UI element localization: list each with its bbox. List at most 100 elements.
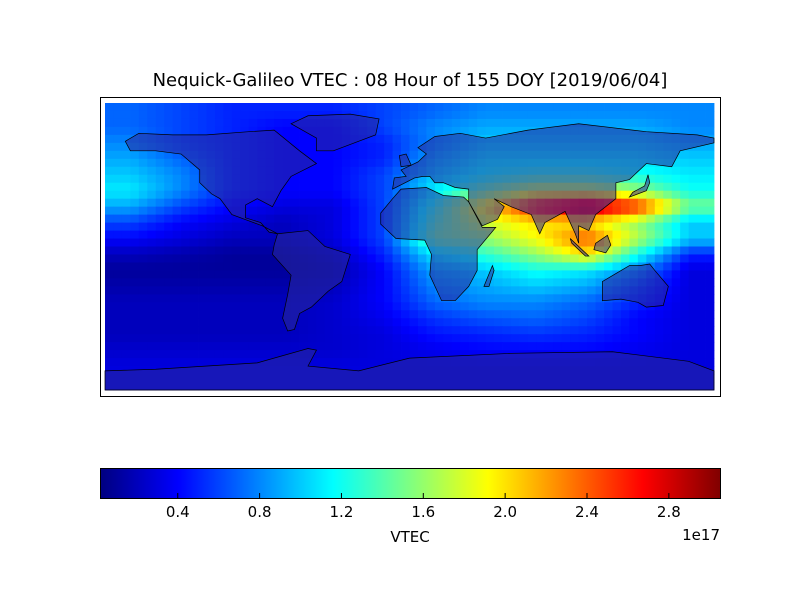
heatmap-cell (240, 238, 250, 247)
colorbar (100, 468, 721, 499)
heatmap-cell (257, 326, 267, 335)
heatmap-cell (409, 246, 419, 255)
heatmap-cell (620, 310, 630, 319)
heatmap-cell (637, 302, 647, 311)
heatmap-cell (147, 358, 157, 367)
heatmap-cell (138, 286, 148, 295)
heatmap-cell (561, 103, 571, 112)
heatmap-cell (257, 270, 267, 279)
heatmap-cell (502, 294, 512, 303)
heatmap-cell (553, 318, 563, 327)
heatmap-cell (223, 278, 233, 287)
heatmap-cell (257, 294, 267, 303)
heatmap-cell (494, 126, 503, 136)
heatmap-cell (671, 262, 681, 271)
heatmap-cell (130, 190, 140, 200)
heatmap-cell (164, 238, 174, 247)
heatmap-cell (646, 118, 656, 128)
heatmap-cell (206, 126, 216, 136)
heatmap-cell (367, 254, 377, 263)
heatmap-cell (384, 230, 393, 239)
landmass-madagascar (483, 264, 495, 287)
heatmap-cell (705, 158, 715, 168)
heatmap-cell (291, 126, 300, 136)
heatmap-cell (401, 142, 410, 152)
heatmap-cell (265, 110, 275, 120)
heatmap-cell (105, 182, 114, 192)
heatmap-cell (138, 198, 148, 208)
heatmap-cell (671, 294, 681, 303)
heatmap-cell (265, 230, 275, 239)
heatmap-cell (172, 350, 182, 359)
heatmap-cell (697, 150, 706, 160)
heatmap-cell (274, 310, 284, 319)
heatmap-cell (206, 190, 216, 200)
heatmap-cell (248, 278, 258, 287)
heatmap-cell (519, 254, 529, 263)
heatmap-cell (612, 334, 622, 343)
heatmap-cell (358, 214, 368, 223)
heatmap-cell (654, 110, 664, 120)
heatmap-cell (536, 334, 546, 343)
colorbar-tick-label: 0.4 (165, 503, 190, 521)
heatmap-cell (265, 262, 275, 271)
heatmap-cell (358, 294, 368, 303)
heatmap-cell (595, 326, 605, 335)
heatmap-cell (688, 174, 698, 184)
heatmap-cell (494, 318, 503, 327)
heatmap-cell (257, 110, 267, 120)
heatmap-cell (544, 222, 554, 231)
heatmap-cell (612, 198, 622, 208)
heatmap-cell (417, 310, 427, 319)
heatmap-cell (172, 118, 182, 128)
heatmap-cell (257, 246, 267, 255)
heatmap-cell (519, 326, 529, 335)
heatmap-cell (401, 126, 410, 136)
heatmap-cell (527, 286, 537, 295)
heatmap-cell (536, 230, 546, 239)
heatmap-cell (282, 326, 292, 335)
chart-title: Nequick-Galileo VTEC : 08 Hour of 155 DO… (152, 70, 668, 91)
landmass-japan (628, 174, 651, 198)
heatmap-cell (223, 334, 233, 343)
heatmap-cell (299, 142, 309, 152)
heatmap-cell (604, 110, 613, 120)
heatmap-cell (587, 254, 596, 263)
heatmap-cell (147, 103, 157, 112)
coastlines-layer (104, 113, 715, 391)
heatmap-cell (105, 150, 114, 160)
heatmap-cell (105, 174, 114, 184)
heatmap-cell (443, 334, 453, 343)
heatmap-cell (350, 230, 360, 239)
heatmap-cell (130, 206, 140, 216)
heatmap-cell (578, 270, 588, 279)
heatmap-cell (671, 310, 681, 319)
heatmap-cell (214, 286, 224, 295)
heatmap-cell (333, 358, 343, 367)
heatmap-cell (637, 334, 647, 343)
heatmap-cell (299, 214, 309, 223)
heatmap-cell (595, 254, 605, 263)
heatmap-cell (587, 318, 596, 327)
heatmap-cell (434, 182, 444, 192)
heatmap-cell (138, 118, 148, 128)
heatmap-cell (358, 278, 368, 287)
heatmap-cell (350, 174, 360, 184)
heatmap-cell (223, 118, 233, 128)
heatmap-cell (130, 270, 140, 279)
heatmap-cell (189, 358, 199, 367)
heatmap-cell (663, 246, 673, 255)
heatmap-cell (130, 166, 140, 176)
heatmap-cell (654, 262, 664, 271)
heatmap-cell (426, 350, 436, 359)
heatmap-cell (663, 206, 673, 216)
heatmap-cell (324, 166, 334, 176)
heatmap-cell (214, 230, 224, 239)
heatmap-cell (595, 278, 605, 287)
heatmap-cell (231, 294, 241, 303)
heatmap-cell (384, 182, 393, 192)
heatmap-cell (511, 126, 520, 136)
heatmap-cell (519, 270, 529, 279)
heatmap-cell (375, 254, 385, 263)
heatmap-cell (189, 302, 199, 311)
